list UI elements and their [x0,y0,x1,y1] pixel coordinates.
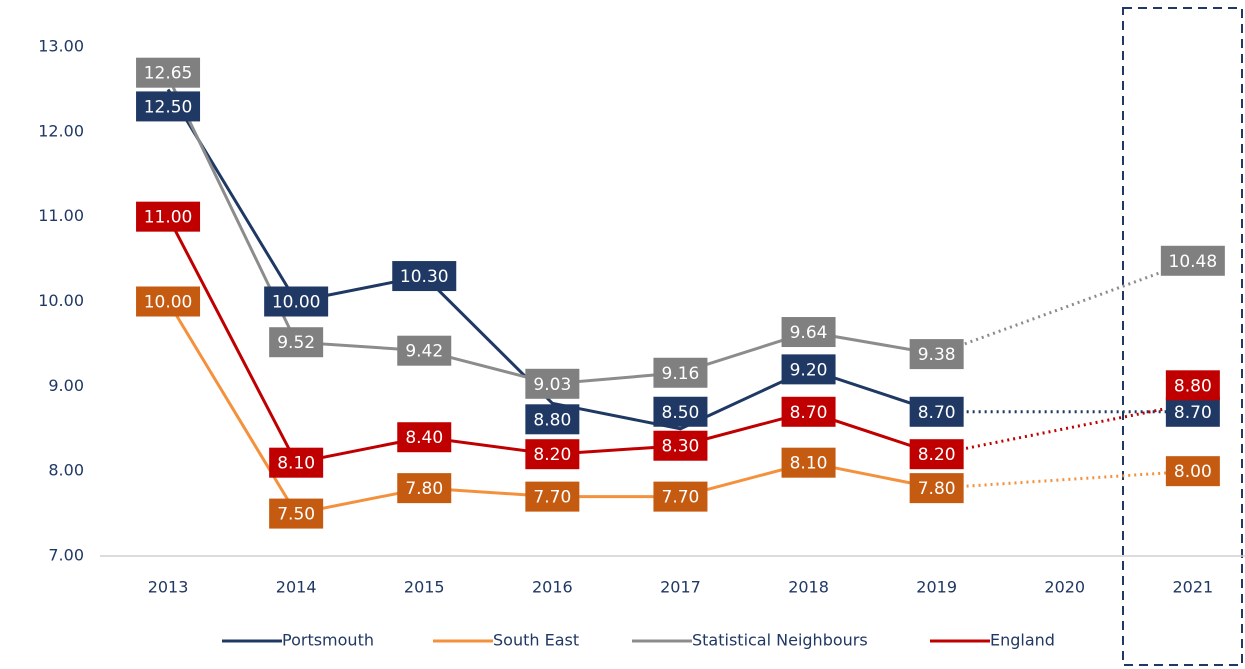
y-tick-label: 10.00 [38,291,84,310]
data-label-box [653,430,708,461]
projection-line [936,469,1193,490]
legend-label: Statistical Neighbours [692,631,868,650]
y-tick-label: 7.00 [48,546,84,565]
data-label: 7.80 [405,479,443,499]
highlight-frame [1122,7,1243,666]
data-label-box [653,357,708,388]
legend-label: Portsmouth [282,631,374,650]
data-label-box [397,422,452,453]
data-label: 9.64 [790,323,828,343]
data-label: 9.03 [533,375,571,395]
data-label-box [781,354,836,385]
data-label-box [1165,396,1220,427]
data-label-box [269,327,324,358]
data-label: 8.80 [533,410,571,430]
data-label: 8.00 [1174,462,1212,482]
projection-line [936,401,1194,456]
data-label: 8.10 [277,454,315,474]
x-tick-label: 2020 [1044,578,1085,597]
data-label-box [525,439,580,470]
data-label-box [1165,370,1220,401]
data-label-box [909,473,964,504]
data-label-box [269,498,324,529]
data-label: 8.20 [918,445,956,465]
x-tick-label: 2015 [404,578,445,597]
data-label: 10.30 [400,267,449,287]
x-tick-label: 2016 [532,578,573,597]
data-label: 8.80 [1174,376,1212,396]
data-label-box [397,473,452,504]
x-tick-label: 2021 [1172,578,1213,597]
data-label: 8.70 [790,403,828,423]
data-label-box [525,481,580,512]
data-label: 9.42 [405,342,443,362]
data-label: 10.48 [1169,252,1218,272]
data-label-box [781,447,836,478]
data-label-box [136,286,201,317]
data-label: 7.70 [533,488,571,508]
data-label: 11.00 [144,208,193,228]
y-tick-label: 12.00 [38,121,84,140]
x-tick-label: 2018 [788,578,829,597]
data-label-box [136,201,201,232]
data-label-box [269,447,324,478]
data-label-box [136,57,201,88]
data-label: 8.20 [533,445,571,465]
data-label: 8.30 [662,437,700,457]
data-label: 8.50 [662,403,700,423]
data-label: 8.70 [918,403,956,423]
data-label: 7.70 [662,488,700,508]
data-label: 12.50 [144,97,193,117]
x-tick-label: 2014 [276,578,317,597]
data-label: 9.20 [790,360,828,380]
x-tick-label: 2017 [660,578,701,597]
data-label-box [909,396,964,427]
x-tick-label: 2019 [916,578,957,597]
data-label: 8.70 [1174,403,1212,423]
data-label-box [525,368,580,399]
data-label: 7.50 [277,505,315,525]
data-label-box [1160,245,1225,276]
legend-label: England [990,631,1055,650]
data-label-box [909,339,964,370]
y-tick-label: 9.00 [48,376,84,395]
data-label-box [781,317,836,348]
data-label: 8.40 [405,428,443,448]
projection-line [936,259,1194,356]
data-label: 10.00 [272,293,321,313]
data-label-box [653,481,708,512]
data-label: 9.16 [662,364,700,384]
y-tick-label: 11.00 [38,206,84,225]
x-tick-label: 2013 [148,578,189,597]
data-label-box [392,261,457,292]
y-tick-label: 8.00 [48,461,84,480]
data-label: 7.80 [918,479,956,499]
y-tick-label: 13.00 [38,37,84,56]
data-label: 12.65 [144,64,193,84]
data-label: 9.38 [918,345,956,365]
data-label-box [781,396,836,427]
data-label-box [909,439,964,470]
data-label: 10.00 [144,293,193,313]
data-label-box [136,91,201,122]
data-label-box [1165,456,1220,487]
data-label: 9.52 [277,333,315,353]
data-label-box [397,335,452,366]
data-label-box [525,404,580,435]
data-label-box [264,286,329,317]
data-label-box [653,396,708,427]
legend-label: South East [493,631,579,650]
data-label: 8.10 [790,454,828,474]
